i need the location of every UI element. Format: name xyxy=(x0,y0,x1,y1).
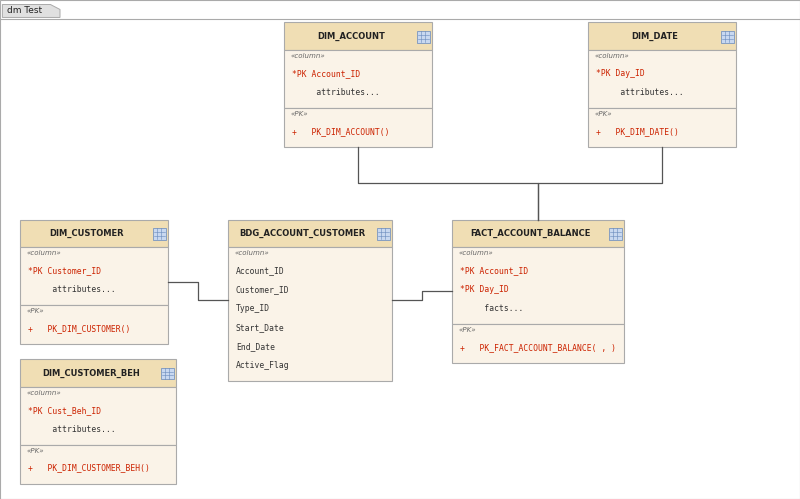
Text: «column»: «column» xyxy=(234,250,269,256)
Text: DIM_CUSTOMER_BEH: DIM_CUSTOMER_BEH xyxy=(42,368,140,378)
FancyBboxPatch shape xyxy=(452,247,624,324)
FancyBboxPatch shape xyxy=(284,108,432,147)
Text: *PK Account_ID: *PK Account_ID xyxy=(460,266,528,275)
Text: DIM_DATE: DIM_DATE xyxy=(631,31,678,41)
Text: facts...: facts... xyxy=(460,304,523,313)
Polygon shape xyxy=(2,4,60,17)
FancyBboxPatch shape xyxy=(20,305,168,344)
Text: attributes...: attributes... xyxy=(292,88,380,97)
Text: attributes...: attributes... xyxy=(28,285,116,294)
Text: Customer_ID: Customer_ID xyxy=(236,285,290,294)
Text: +   PK_DIM_ACCOUNT(): + PK_DIM_ACCOUNT() xyxy=(292,127,390,136)
Text: +   PK_DIM_CUSTOMER_BEH(): + PK_DIM_CUSTOMER_BEH() xyxy=(28,464,150,473)
Text: +   PK_DIM_CUSTOMER(): + PK_DIM_CUSTOMER() xyxy=(28,324,130,333)
Text: *PK Customer_ID: *PK Customer_ID xyxy=(28,266,101,275)
Text: «column»: «column» xyxy=(458,250,493,256)
FancyBboxPatch shape xyxy=(377,228,390,240)
Text: End_Date: End_Date xyxy=(236,342,275,351)
Text: Account_ID: Account_ID xyxy=(236,266,285,275)
FancyBboxPatch shape xyxy=(228,220,392,247)
FancyBboxPatch shape xyxy=(153,228,166,240)
FancyBboxPatch shape xyxy=(452,324,624,363)
FancyBboxPatch shape xyxy=(20,387,176,445)
Text: DIM_CUSTOMER: DIM_CUSTOMER xyxy=(50,229,124,238)
Text: «column»: «column» xyxy=(290,53,325,59)
Text: «PK»: «PK» xyxy=(26,448,44,454)
Text: attributes...: attributes... xyxy=(596,88,684,97)
Text: FACT_ACCOUNT_BALANCE: FACT_ACCOUNT_BALANCE xyxy=(470,229,591,238)
Text: Active_Flag: Active_Flag xyxy=(236,361,290,370)
Text: +   PK_FACT_ACCOUNT_BALANCE( , ): + PK_FACT_ACCOUNT_BALANCE( , ) xyxy=(460,343,616,352)
Text: «column»: «column» xyxy=(594,53,629,59)
FancyBboxPatch shape xyxy=(452,220,624,247)
Text: «column»: «column» xyxy=(26,390,61,396)
Text: «PK»: «PK» xyxy=(458,327,476,333)
FancyBboxPatch shape xyxy=(228,247,392,381)
Text: *PK Day_ID: *PK Day_ID xyxy=(460,285,509,294)
Text: «column»: «column» xyxy=(26,250,61,256)
FancyBboxPatch shape xyxy=(588,50,736,108)
Text: «PK»: «PK» xyxy=(26,308,44,314)
FancyBboxPatch shape xyxy=(721,31,734,43)
Text: BDG_ACCOUNT_CUSTOMER: BDG_ACCOUNT_CUSTOMER xyxy=(240,229,366,238)
Text: «PK»: «PK» xyxy=(290,111,308,117)
FancyBboxPatch shape xyxy=(284,50,432,108)
FancyBboxPatch shape xyxy=(20,445,176,484)
FancyBboxPatch shape xyxy=(20,247,168,305)
FancyBboxPatch shape xyxy=(588,22,736,50)
Text: *PK Day_ID: *PK Day_ID xyxy=(596,69,645,78)
Text: Start_Date: Start_Date xyxy=(236,323,285,332)
FancyBboxPatch shape xyxy=(609,228,622,240)
Text: +   PK_DIM_DATE(): + PK_DIM_DATE() xyxy=(596,127,679,136)
Text: DIM_ACCOUNT: DIM_ACCOUNT xyxy=(317,31,385,41)
FancyBboxPatch shape xyxy=(161,367,174,379)
Text: dm Test: dm Test xyxy=(7,6,42,15)
FancyBboxPatch shape xyxy=(20,220,168,247)
FancyBboxPatch shape xyxy=(588,108,736,147)
Text: «PK»: «PK» xyxy=(594,111,612,117)
FancyBboxPatch shape xyxy=(417,31,430,43)
FancyBboxPatch shape xyxy=(20,359,176,387)
Text: *PK Cust_Beh_ID: *PK Cust_Beh_ID xyxy=(28,406,101,415)
Text: Type_ID: Type_ID xyxy=(236,304,270,313)
FancyBboxPatch shape xyxy=(284,22,432,50)
Text: *PK Account_ID: *PK Account_ID xyxy=(292,69,360,78)
Text: attributes...: attributes... xyxy=(28,425,116,434)
